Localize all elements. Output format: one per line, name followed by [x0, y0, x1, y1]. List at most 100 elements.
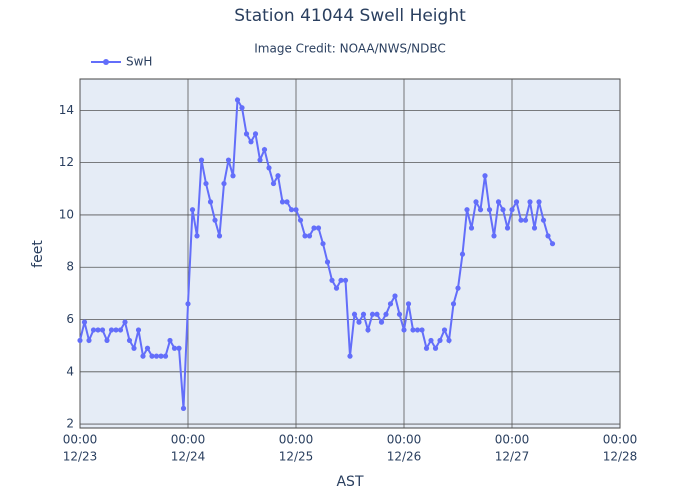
data-point — [450, 301, 457, 307]
y-tick-label: 4 — [66, 364, 74, 378]
data-point — [275, 173, 281, 179]
data-point — [113, 327, 119, 333]
data-point — [149, 353, 155, 359]
data-point — [297, 217, 304, 223]
data-point — [86, 337, 92, 344]
data-point — [306, 233, 313, 239]
data-point — [405, 301, 412, 307]
data-point — [540, 217, 547, 223]
data-point — [198, 157, 205, 163]
plot-area — [79, 78, 621, 429]
data-point — [77, 337, 83, 344]
data-point — [491, 233, 497, 239]
data-point — [180, 405, 187, 411]
data-point — [545, 233, 551, 239]
chart-subtitle: Image Credit: NOAA/NWS/NDBC — [254, 42, 445, 56]
data-point — [239, 105, 245, 111]
data-point — [351, 311, 358, 317]
data-point — [117, 327, 124, 333]
data-point — [441, 327, 448, 333]
data-point — [90, 327, 97, 333]
data-point — [243, 131, 250, 137]
data-point — [473, 199, 479, 205]
data-point — [455, 285, 461, 291]
data-point — [365, 327, 371, 333]
data-point — [522, 217, 529, 223]
data-point — [527, 199, 533, 205]
data-point — [315, 225, 322, 231]
y-tick-label: 12 — [59, 155, 74, 169]
x-axis-label: AST — [336, 474, 363, 490]
data-point — [279, 199, 286, 205]
data-point — [549, 241, 556, 247]
data-point — [270, 180, 277, 187]
data-point — [252, 131, 259, 137]
y-tick-label: 8 — [66, 260, 74, 274]
data-point — [95, 327, 101, 333]
data-point — [347, 353, 353, 359]
data-point — [221, 180, 227, 187]
x-tick-label: 12/24 — [171, 450, 206, 464]
data-point — [509, 207, 515, 213]
data-point — [104, 337, 110, 344]
chart-title: Station 41044 Swell Height — [234, 6, 466, 26]
data-point — [428, 337, 434, 344]
x-tick-label: 12/23 — [63, 450, 98, 464]
x-tick-label: 12/27 — [495, 450, 530, 464]
data-point — [167, 337, 173, 344]
x-tick-label: 12/28 — [603, 450, 638, 464]
x-tick-label: 00:00 — [171, 433, 206, 447]
data-point — [216, 233, 223, 239]
data-point — [536, 199, 542, 205]
data-point — [531, 225, 538, 231]
data-point — [464, 207, 470, 213]
y-tick-label: 14 — [59, 103, 74, 117]
data-point — [189, 207, 196, 213]
data-point — [248, 139, 254, 145]
data-point — [108, 327, 115, 333]
data-point — [158, 353, 164, 359]
data-point — [99, 327, 106, 333]
legend-marker — [103, 59, 109, 65]
x-tick-label: 12/25 — [279, 450, 314, 464]
x-tick-label: 12/26 — [387, 450, 422, 464]
data-point — [414, 327, 421, 333]
data-point — [356, 319, 362, 325]
data-point — [284, 199, 290, 205]
data-point — [140, 353, 146, 359]
data-point — [423, 345, 430, 351]
data-point — [311, 225, 317, 231]
data-point — [126, 337, 133, 344]
x-tick-label: 00:00 — [603, 433, 638, 447]
y-tick-label: 2 — [66, 417, 74, 431]
data-point — [437, 337, 443, 344]
y-tick-label: 6 — [66, 312, 74, 326]
data-point — [320, 241, 326, 247]
data-point — [401, 327, 407, 333]
data-point — [374, 311, 380, 317]
data-point — [230, 173, 236, 179]
data-point — [495, 199, 502, 205]
data-point — [477, 207, 484, 213]
data-point — [342, 277, 349, 283]
data-point — [446, 337, 452, 344]
data-point — [207, 199, 214, 205]
x-tick-label: 00:00 — [387, 433, 422, 447]
y-axis-label: feet — [30, 240, 46, 268]
data-point — [185, 301, 191, 307]
data-point — [333, 285, 340, 291]
data-point — [135, 327, 142, 333]
x-tick-label: 00:00 — [279, 433, 314, 447]
data-point — [194, 233, 200, 239]
data-point — [288, 207, 295, 213]
data-point — [212, 217, 218, 223]
data-point — [500, 207, 506, 213]
data-point — [432, 345, 439, 351]
data-point — [410, 327, 416, 333]
data-point — [459, 251, 466, 257]
data-point — [81, 319, 88, 325]
data-point — [266, 165, 272, 171]
data-point — [176, 345, 182, 351]
x-tick-label: 00:00 — [63, 433, 98, 447]
